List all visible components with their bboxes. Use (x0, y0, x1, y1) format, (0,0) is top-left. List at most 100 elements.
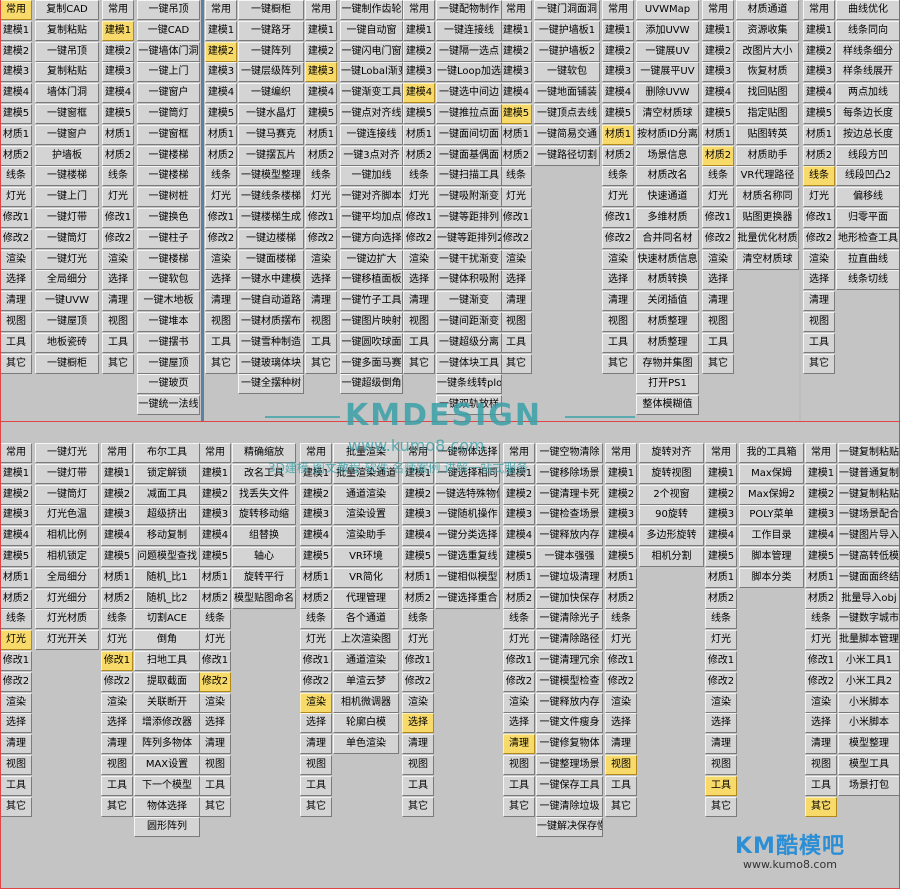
tool-button[interactable]: 一键线条楼梯 (238, 187, 304, 208)
tool-button[interactable]: 一键闪电门窗 (340, 41, 403, 62)
tab-button[interactable]: 建模4 (199, 526, 231, 547)
tool-button[interactable]: 一键简易交通 (534, 124, 600, 145)
tool-button[interactable]: 一键加快保存 (536, 588, 603, 609)
tab-button[interactable]: 建模1 (199, 463, 231, 484)
tool-button[interactable]: 灯光开关 (35, 630, 99, 651)
tab-button[interactable]: 灯光 (805, 630, 837, 651)
tab-button[interactable]: 清理 (403, 291, 435, 312)
tab-button[interactable]: 建模1 (305, 20, 337, 41)
tool-button[interactable]: 一键护墙板2 (534, 41, 600, 62)
tool-button[interactable]: Max保姆 (739, 463, 804, 484)
tab-button[interactable]: 材质2 (102, 145, 134, 166)
tab-button[interactable]: 建模3 (199, 505, 231, 526)
tool-button[interactable]: 材质整理 (636, 332, 699, 353)
tab-button[interactable]: 清理 (803, 291, 835, 312)
tab-button[interactable]: 建模5 (199, 547, 231, 567)
tab-button[interactable]: 渲染 (705, 692, 737, 713)
tool-button[interactable]: 一键释放内存 (536, 526, 603, 547)
tool-button[interactable]: 一键上门 (35, 187, 99, 208)
tab-button[interactable]: 常用 (805, 443, 837, 463)
tool-button[interactable]: 清空材质球 (736, 249, 799, 270)
tool-button[interactable]: 相机微调器 (333, 692, 399, 713)
tool-button[interactable]: 一键空物清除 (536, 443, 603, 463)
tool-button[interactable]: 旋转移动缩 (232, 505, 296, 526)
tool-button[interactable]: 一键柱子 (137, 228, 200, 249)
tab-button[interactable]: 建模1 (300, 463, 332, 484)
tab-button[interactable]: 材质1 (705, 567, 737, 588)
tab-button[interactable]: 灯光 (205, 187, 237, 208)
tool-button[interactable]: 批量脚本管理 (838, 630, 900, 651)
tab-button[interactable]: 建模3 (503, 505, 535, 526)
tab-button[interactable]: 材质2 (500, 145, 532, 166)
tool-button[interactable]: 一键普通复制 (838, 463, 900, 484)
tool-button[interactable]: 线条切线 (836, 270, 900, 291)
tab-button[interactable]: 修改2 (803, 228, 835, 249)
tab-button[interactable]: 渲染 (305, 249, 337, 270)
tool-button[interactable]: 指定贴图 (736, 104, 799, 124)
tab-button[interactable]: 建模2 (300, 484, 332, 505)
tab-button[interactable]: 线条 (503, 609, 535, 630)
tab-button[interactable]: 建模2 (702, 41, 734, 62)
tab-button[interactable]: 视图 (803, 312, 835, 332)
tool-button[interactable]: 灯光材质 (35, 609, 99, 630)
tool-button[interactable]: 脚本分类 (739, 567, 804, 588)
tool-button[interactable]: 按材质ID分离 (636, 124, 699, 145)
tab-button[interactable]: 建模1 (702, 20, 734, 41)
tool-button[interactable]: 批量导入obj (838, 588, 900, 609)
tool-button[interactable]: 一键灯带 (35, 208, 99, 228)
tool-button[interactable]: 材质整理 (636, 312, 699, 332)
tab-button[interactable]: 建模4 (605, 526, 637, 547)
tab-button[interactable]: 渲染 (500, 249, 532, 270)
tab-button[interactable]: 修改2 (403, 228, 435, 249)
tab-button[interactable]: 修改1 (702, 208, 734, 228)
tool-button[interactable]: 一键选中间边 (436, 83, 502, 104)
tab-button[interactable]: 视图 (402, 755, 434, 775)
tab-button[interactable]: 其它 (0, 796, 32, 817)
tool-button[interactable]: 一键橱柜 (238, 0, 304, 20)
tool-button[interactable]: VR环境 (333, 547, 399, 567)
tool-button[interactable]: 一键扫描工具 (436, 166, 502, 187)
tool-button[interactable]: 随机_比1 (134, 567, 200, 588)
tool-button[interactable]: 一键树桩 (137, 187, 200, 208)
tab-button[interactable]: 材质2 (402, 588, 434, 609)
tab-button[interactable]: 工具 (705, 775, 737, 796)
tab-button[interactable]: 清理 (705, 734, 737, 755)
tab-button[interactable]: 修改1 (803, 208, 835, 228)
tab-button[interactable]: 视图 (705, 755, 737, 775)
tool-button[interactable]: 改名工具 (232, 463, 296, 484)
tab-button[interactable]: 常用 (402, 443, 434, 463)
tab-button[interactable]: 视图 (199, 755, 231, 775)
tool-button[interactable]: 一键图片映射 (340, 312, 403, 332)
tool-button[interactable]: 一键面楼梯 (238, 249, 304, 270)
tab-button[interactable]: 建模2 (500, 41, 532, 62)
tool-button[interactable]: 一键上门 (137, 62, 200, 83)
tool-button[interactable]: 一键摆瓦片 (238, 145, 304, 166)
tab-button[interactable]: 其它 (205, 353, 237, 374)
tool-button[interactable]: 一键UVW (35, 291, 99, 312)
tool-button[interactable]: 增添修改器 (134, 713, 200, 734)
tool-button[interactable]: 一键移植面板 (340, 270, 403, 291)
tool-button[interactable]: 一键护墙板1 (534, 20, 600, 41)
tab-button[interactable]: 建模4 (300, 526, 332, 547)
tab-button[interactable]: 工具 (0, 775, 32, 796)
tab-button[interactable]: 线条 (0, 166, 32, 187)
tab-button[interactable]: 材质1 (305, 124, 337, 145)
tab-button[interactable]: 修改1 (0, 651, 32, 671)
tool-button[interactable]: 轮廓白模 (333, 713, 399, 734)
tool-button[interactable]: 贴图转英 (736, 124, 799, 145)
tool-button[interactable]: 一键自动道路 (238, 291, 304, 312)
tab-button[interactable]: 常用 (0, 0, 32, 20)
tab-button[interactable]: 建模2 (0, 41, 32, 62)
tab-button[interactable]: 建模5 (605, 547, 637, 567)
tab-button[interactable]: 材质2 (0, 145, 32, 166)
tab-button[interactable]: 其它 (702, 353, 734, 374)
tool-button[interactable]: 旋转视图 (639, 463, 704, 484)
tool-button[interactable]: 2个视窗 (639, 484, 704, 505)
tab-button[interactable]: 工具 (702, 332, 734, 353)
tab-button[interactable]: 灯光 (803, 187, 835, 208)
tab-button[interactable]: 线条 (803, 166, 835, 187)
tool-button[interactable]: 一键数字城市 (838, 609, 900, 630)
tab-button[interactable]: 清理 (500, 291, 532, 312)
tool-button[interactable]: 一键筒灯 (35, 228, 99, 249)
tab-button[interactable]: 渲染 (0, 692, 32, 713)
